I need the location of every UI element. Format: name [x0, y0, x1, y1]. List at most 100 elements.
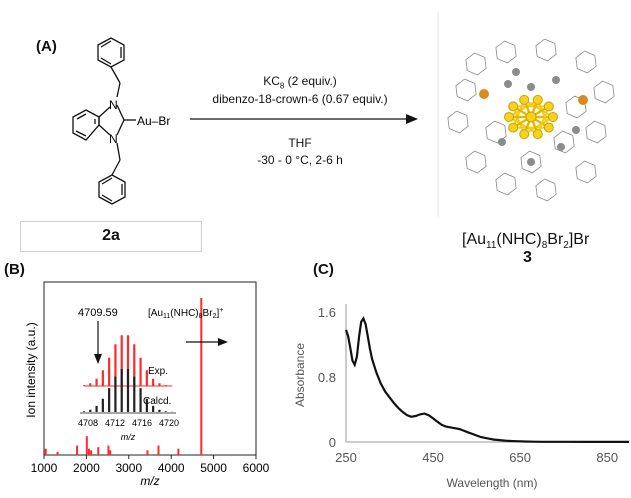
condition-kc8: KC8 (2 equiv.): [263, 74, 337, 91]
ms-peak-bar: [177, 448, 180, 455]
ms-peak-bar: [157, 445, 160, 455]
uv-absorbance-curve: [344, 316, 629, 443]
bottom-benzyl-ring: [98, 174, 126, 205]
c-atom: [512, 68, 520, 76]
ligand-ring: [593, 80, 615, 104]
uv-x-tick-label: 450: [422, 450, 444, 465]
au-atom: [519, 129, 530, 140]
br-atom: [578, 95, 588, 105]
au-atom: [532, 129, 543, 140]
uv-y-tick-label: 0: [329, 435, 336, 450]
ms-peak-bar: [87, 448, 90, 455]
panel-c-label: (C): [313, 261, 334, 278]
ligand-ring: [553, 130, 575, 154]
au-atom: [508, 122, 519, 133]
ms-inset-xlabel: m/z: [121, 432, 136, 442]
reactant-id: 2a: [102, 227, 120, 244]
au-br-label: Au–Br: [137, 114, 170, 128]
ms-peak-bar: [109, 450, 112, 455]
ligand-ring: [485, 120, 507, 144]
c-atom: [572, 126, 580, 134]
ms-peak-bar: [44, 448, 47, 455]
uv-y-tick-label: 0.8: [318, 370, 336, 385]
au-atom: [532, 94, 543, 105]
ms-inset-tick-label: 4712: [105, 418, 125, 428]
ligand-ring: [465, 150, 487, 174]
ms-plot-frame: [43, 281, 257, 456]
c-atom: [557, 143, 565, 151]
ligand-ring: [495, 40, 517, 64]
ms-peak-bar: [76, 445, 79, 455]
ms-peak-bar: [97, 447, 100, 455]
c-atom: [552, 76, 560, 84]
reactant-structure: N N Au–Br: [72, 37, 170, 205]
ms-peak-bar: [200, 298, 203, 455]
reaction-arrow: [190, 114, 418, 124]
c-atom: [527, 158, 535, 166]
au-au-bond: [523, 116, 554, 135]
au-au-bond: [523, 99, 554, 118]
n2-atom: N: [109, 132, 118, 146]
au-atom: [543, 101, 554, 112]
au-atom: [504, 112, 514, 122]
n1-atom: N: [109, 98, 118, 112]
reactant-id-box: 2a: [20, 221, 202, 252]
ligand-ring: [575, 50, 597, 74]
c-atom: [504, 80, 512, 88]
ms-peak-bar: [90, 450, 93, 455]
condition-solvent: THF: [288, 136, 312, 150]
ligand-ring: [447, 110, 469, 134]
ms-inset-tick-label: 4708: [78, 418, 98, 428]
c-atom: [498, 138, 506, 146]
ms-x-tick-label: 4000: [158, 461, 185, 475]
ms-calc-label: Calcd.: [143, 396, 171, 407]
au-atom: [525, 111, 537, 123]
ms-x-tick-label: 2000: [73, 461, 100, 475]
ms-ylabel: Ion intensity (a.u.): [24, 322, 38, 417]
ms-x-tick-label: 3000: [115, 461, 142, 475]
mass-spectrum-chart: Ion intensity (a.u.) m/z 1000 2000 3000 400…: [24, 281, 270, 488]
au-au-bond: [508, 99, 539, 118]
ms-peak-bar: [85, 436, 88, 455]
ms-inset: 4709.59 [Au11(NHC)8Br2]+ Exp. Calcd. 470…: [78, 307, 228, 442]
ligand-ring: [535, 178, 557, 202]
top-benzyl-ring: [97, 37, 125, 68]
au-atom: [519, 94, 530, 105]
product-id: 3: [523, 249, 532, 266]
ligand-ring: [535, 38, 557, 62]
ms-peak-bar: [56, 451, 59, 455]
uv-x-tick-label: 250: [335, 450, 357, 465]
ligand-ring: [465, 52, 487, 76]
au-atom: [508, 101, 519, 112]
ligand-ring: [495, 172, 517, 196]
ms-peak-label: 4709.59: [78, 307, 118, 319]
ligand-ring: [455, 78, 477, 102]
condition-crown: dibenzo-18-crown-6 (0.67 equiv.): [212, 92, 388, 106]
ms-x-tick-label: 5000: [200, 461, 227, 475]
ms-inset-calc-peaks: [82, 369, 174, 412]
ligand-ring: [575, 160, 597, 184]
uv-x-tick-label: 850: [596, 450, 618, 465]
uv-vis-chart: Absorbance Wavelength (nm) 250 450 650 850 0…: [293, 304, 629, 490]
panel-b-label: (B): [4, 261, 25, 278]
br-atom: [479, 89, 489, 99]
ligand-ring: [520, 150, 542, 174]
ms-inset-tick-label: 4716: [132, 418, 152, 428]
ms-x-tick-label: 1000: [31, 461, 58, 475]
uv-ylabel: Absorbance: [293, 343, 307, 407]
au-atom: [548, 112, 558, 122]
ms-inset-tick-label: 4720: [159, 418, 179, 428]
ms-peak-bar: [107, 445, 110, 455]
uv-y-tick-label: 1.6: [318, 305, 336, 320]
ligand-ring: [585, 120, 607, 144]
au-atom: [543, 122, 554, 133]
ms-xlabel: m/z: [140, 474, 159, 488]
condition-temperature: -30 - 0 °C, 2-6 h: [257, 153, 343, 167]
ms-ion-label: [Au11(NHC)8Br2]+: [148, 307, 223, 320]
ms-x-tick-label: 6000: [243, 461, 270, 475]
ms-peak-bar: [146, 450, 149, 455]
ms-exp-label: Exp.: [148, 366, 168, 377]
product-formula: [Au11(NHC)8Br2]Br: [462, 231, 590, 252]
uv-xlabel: Wavelength (nm): [447, 476, 538, 490]
au-au-bond: [508, 116, 539, 135]
